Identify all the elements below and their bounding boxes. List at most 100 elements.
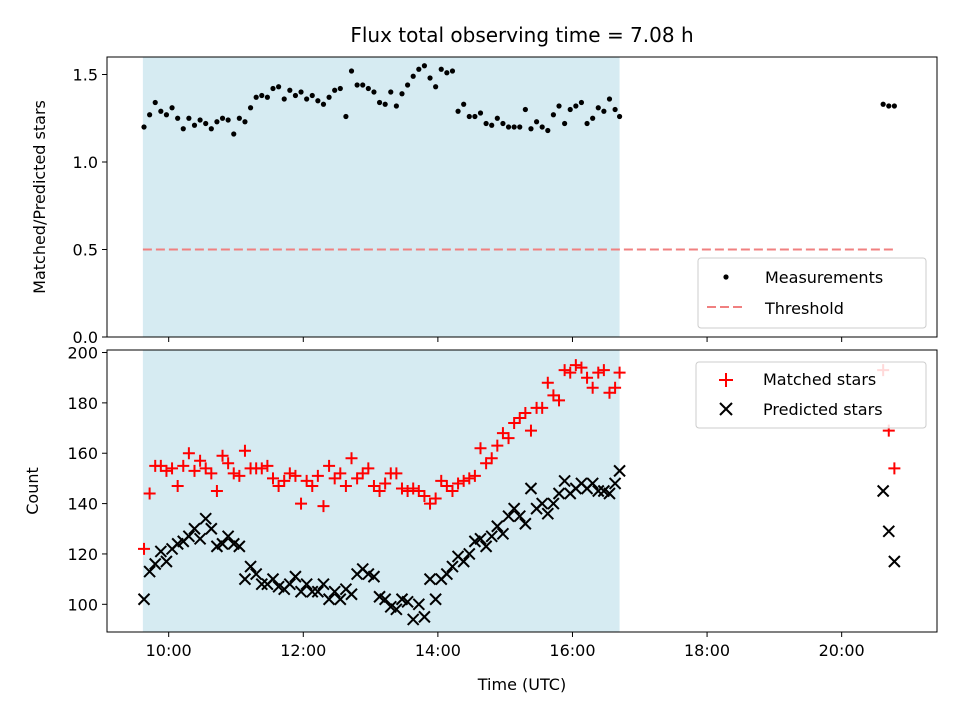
y-axis-ticks: 0.0 0.5 1.0 1.5 (73, 66, 107, 347)
matched-star-point (452, 477, 465, 490)
legend-box (697, 257, 927, 329)
y-tick-label: 120 (67, 545, 98, 564)
matched-star-point (182, 447, 195, 460)
matched-star-point (586, 381, 599, 394)
predicted-star-point (479, 540, 493, 553)
matched-star-point (575, 361, 588, 374)
y-tick-label: 1.0 (73, 153, 98, 172)
matched-star-point (412, 485, 425, 497)
predicted-star-point (401, 595, 414, 608)
matched-star-point (351, 472, 364, 485)
measurement-point (528, 126, 534, 132)
predicted-star-point (233, 540, 246, 553)
legend-label-measurements: Measurements (765, 268, 883, 287)
predicted-star-point (446, 560, 459, 573)
y-tick-label: 0.0 (73, 328, 98, 347)
predicted-star-point (244, 560, 257, 573)
measurement-point (253, 94, 259, 100)
measurement-point (477, 110, 484, 116)
predicted-star-point (137, 593, 151, 606)
predicted-star-point (160, 555, 173, 568)
predicted-star-point (613, 464, 626, 478)
matched-star-point (171, 479, 184, 492)
predicted-star-point (608, 477, 622, 490)
matched-star-point (435, 474, 448, 487)
measurement-point (494, 115, 500, 121)
measurement-point (444, 70, 450, 76)
measurement-point (489, 122, 495, 128)
matched-star-point (233, 469, 246, 482)
measurement-point (158, 108, 164, 114)
matched-star-point (508, 417, 521, 430)
predicted-star-point (199, 512, 212, 525)
measurement-point (225, 117, 231, 123)
measurement-point (163, 112, 170, 118)
measurement-point (466, 113, 472, 120)
matched-star-point (222, 457, 235, 470)
measurement-point (472, 113, 478, 120)
measurement-point (511, 124, 517, 130)
measurement-point (298, 89, 304, 95)
measurement-point (427, 75, 433, 81)
measurement-point (197, 117, 203, 123)
predicted-star-point (586, 477, 599, 490)
y-tick-label: 180 (67, 394, 98, 413)
legend-marker-measurements (723, 274, 729, 280)
predicted-star-point (154, 545, 168, 558)
matched-star-point (536, 401, 549, 414)
measurement-point (567, 106, 573, 113)
predicted-star-point (306, 585, 319, 598)
measurement-point (180, 126, 186, 132)
predicted-star-point (552, 487, 566, 500)
predicted-star-point (294, 585, 308, 598)
predicted-star-point (882, 525, 895, 538)
measurement-point (550, 112, 557, 118)
measurement-point (461, 101, 467, 107)
legend-label-threshold: Threshold (764, 299, 844, 318)
x-tick-label: 16:00 (549, 641, 595, 660)
predicted-star-point (406, 613, 420, 626)
predicted-star-point (519, 517, 532, 530)
matched-star-point (160, 464, 173, 477)
measurement-point (214, 119, 220, 125)
matched-star-point (194, 454, 207, 467)
measurement-point (399, 91, 405, 97)
measurement-point (438, 66, 444, 72)
matched-star-point (177, 459, 190, 472)
y-tick-label: 160 (67, 444, 98, 463)
matched-star-point (440, 479, 453, 492)
predicted-star-point (463, 547, 476, 561)
legend: Matched stars Predicted stars (695, 361, 927, 429)
predicted-star-point (193, 532, 207, 546)
predicted-star-point (535, 497, 549, 510)
measurement-point (169, 105, 175, 111)
matched-star-point (407, 482, 420, 495)
matched-star-point (328, 472, 341, 485)
measurement-point (354, 82, 360, 88)
predicted-star-point (423, 572, 437, 586)
predicted-star-point (558, 474, 571, 488)
measurement-point (595, 105, 601, 111)
matched-star-point (468, 469, 481, 482)
measurement-points (141, 63, 897, 137)
legend-box (695, 361, 927, 429)
measurement-point (416, 66, 422, 72)
matched-star-point (395, 482, 408, 495)
matched-star-point (609, 381, 622, 394)
matched-star-point (283, 467, 296, 480)
x-tick-label: 12:00 (280, 641, 326, 660)
measurement-point (141, 124, 147, 130)
predicted-star-point (289, 570, 302, 583)
measurement-point (371, 89, 377, 95)
predicted-star-point (390, 603, 403, 616)
y-tick-label: 0.5 (73, 241, 98, 260)
measurement-point (483, 120, 489, 127)
x-tick-label: 18:00 (684, 641, 730, 660)
predicted-star-point (378, 593, 392, 606)
predicted-star-point (216, 537, 229, 551)
measurement-point (601, 108, 607, 114)
x-axis-ticks (168, 337, 843, 342)
measurement-point (545, 127, 551, 134)
measurement-point (242, 119, 248, 125)
matched-star-point (553, 394, 566, 407)
